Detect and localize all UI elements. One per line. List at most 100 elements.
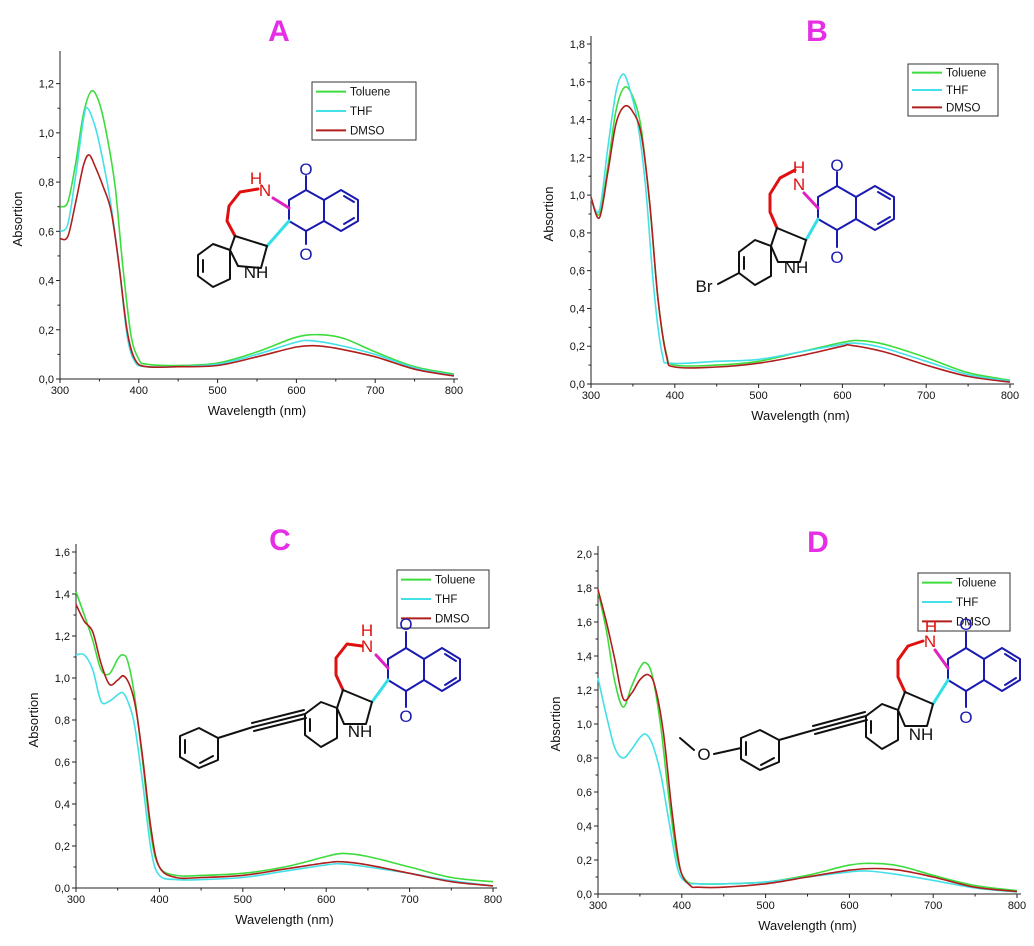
alkyne-bond bbox=[812, 711, 866, 727]
x-tick-label: 600 bbox=[833, 390, 851, 402]
bond bbox=[804, 217, 820, 242]
y-tick-label: 1,0 bbox=[570, 190, 585, 202]
ring-nitrogen: N bbox=[793, 175, 805, 194]
legend-label: Toluene bbox=[435, 575, 475, 587]
pyrrole-ring bbox=[336, 689, 373, 725]
ring-hydrogen: H bbox=[793, 158, 805, 177]
y-tick-label: 0,0 bbox=[39, 374, 54, 386]
y-tick-label: 1,8 bbox=[570, 39, 585, 51]
indole-benzene-ring bbox=[865, 703, 899, 750]
y-tick-label: 1,8 bbox=[577, 583, 592, 595]
x-tick-label: 600 bbox=[287, 385, 305, 397]
bond bbox=[877, 216, 891, 225]
bond bbox=[778, 729, 815, 741]
x-tick-label: 600 bbox=[317, 894, 335, 906]
x-tick-label: 500 bbox=[756, 900, 774, 912]
carbonyl-oxygen-bottom: O bbox=[959, 708, 972, 727]
carbonyl-oxygen-top: O bbox=[830, 156, 843, 175]
x-tick-label: 400 bbox=[673, 900, 691, 912]
y-tick-label: 0,4 bbox=[577, 821, 592, 833]
molecule-structure bbox=[179, 631, 461, 769]
bond bbox=[343, 195, 355, 203]
benzo-ring bbox=[983, 647, 1021, 692]
legend-label: DMSO bbox=[956, 616, 991, 628]
y-tick-label: 1,6 bbox=[577, 617, 592, 629]
bond bbox=[370, 678, 390, 704]
y-tick-label: 0,8 bbox=[55, 715, 70, 727]
y-tick-label: 1,4 bbox=[577, 651, 592, 663]
x-tick-label: 600 bbox=[840, 900, 858, 912]
benzo-ring bbox=[423, 647, 461, 692]
y-tick-label: 0,0 bbox=[570, 379, 585, 391]
bond bbox=[444, 677, 457, 686]
plot-area: 300 400 500 600 700 800 0,0 0,2 0,4 0,6 0,8 1,0 1,2 1… bbox=[26, 544, 502, 927]
indole-nh: NH bbox=[784, 258, 809, 277]
series-line-thf bbox=[75, 653, 494, 887]
carbonyl-oxygen-top: O bbox=[399, 615, 412, 634]
bond bbox=[1004, 653, 1017, 662]
series-line-toluene bbox=[59, 89, 455, 375]
bond bbox=[717, 272, 740, 285]
benzo-ring bbox=[855, 185, 895, 231]
y-axis-label: Absortion bbox=[548, 697, 563, 752]
carbonyl-oxygen-top: O bbox=[299, 160, 312, 179]
y-tick-label: 1,0 bbox=[39, 128, 54, 140]
y-tick-label: 0,4 bbox=[55, 799, 70, 811]
plot-area: 300 400 500 600 700 800 0,0 0,2 0,4 0,6 0,8 1,0 1,2 1… bbox=[548, 546, 1026, 933]
y-tick-label: 0,8 bbox=[570, 228, 585, 240]
alkyne-bond bbox=[251, 709, 305, 724]
indole-nh: NH bbox=[348, 722, 373, 741]
series-line-dmso bbox=[597, 589, 1018, 893]
legend-label: Toluene bbox=[350, 87, 390, 99]
panel-title: A bbox=[268, 15, 290, 48]
panel-title: D bbox=[807, 526, 829, 559]
x-tick-label: 500 bbox=[234, 894, 252, 906]
indole-benzene-ring bbox=[197, 243, 231, 288]
panel-d: D 300 400 500 600 700 800 0,0 0,2 0,4 0,6 0,8 1,0 1,… bbox=[548, 526, 1026, 933]
x-tick-label: 700 bbox=[917, 390, 935, 402]
bond bbox=[217, 726, 254, 739]
x-tick-label: 700 bbox=[400, 894, 418, 906]
y-tick-label: 0,0 bbox=[55, 883, 70, 895]
bromo-substituent: Br bbox=[696, 277, 713, 296]
x-tick-label: 800 bbox=[484, 894, 502, 906]
panel-c: C 300 400 500 600 700 800 0,0 0,2 0,4 0,6 0,8 1,0 1,… bbox=[26, 524, 502, 927]
methyl-bond bbox=[679, 737, 695, 751]
bond bbox=[760, 757, 775, 766]
indole-benzene-ring bbox=[304, 701, 338, 748]
series-line-dmso bbox=[59, 154, 455, 377]
y-tick-label: 1,0 bbox=[55, 673, 70, 685]
y-tick-label: 1,4 bbox=[570, 115, 585, 127]
panel-title: B bbox=[806, 15, 828, 48]
series-line-toluene bbox=[597, 591, 1018, 892]
y-tick-label: 1,2 bbox=[55, 631, 70, 643]
ring-nitrogen: N bbox=[361, 637, 373, 656]
y-tick-label: 0,2 bbox=[55, 841, 70, 853]
x-tick-label: 300 bbox=[582, 390, 600, 402]
ring-hydrogen: H bbox=[250, 169, 262, 188]
alkyne-bond bbox=[252, 713, 306, 728]
bond bbox=[877, 191, 891, 200]
y-tick-label: 1,6 bbox=[570, 77, 585, 89]
series-line-toluene bbox=[590, 86, 1011, 381]
bond bbox=[444, 653, 457, 662]
panel-title: C bbox=[269, 524, 291, 557]
bond bbox=[343, 217, 355, 225]
x-tick-label: 500 bbox=[749, 390, 767, 402]
quinone-ring bbox=[288, 189, 325, 232]
bond bbox=[931, 678, 950, 706]
y-tick-label: 0,4 bbox=[39, 276, 54, 288]
bond bbox=[713, 747, 742, 755]
x-tick-label: 700 bbox=[366, 385, 384, 397]
series-line-thf bbox=[590, 73, 1011, 382]
legend-label: THF bbox=[350, 106, 372, 118]
y-tick-label: 1,0 bbox=[577, 719, 592, 731]
y-tick-label: 1,6 bbox=[55, 547, 70, 559]
y-axis-label: Absortion bbox=[26, 693, 41, 748]
y-tick-label: 1,2 bbox=[577, 685, 592, 697]
x-tick-label: 400 bbox=[130, 385, 148, 397]
y-tick-label: 0,6 bbox=[55, 757, 70, 769]
series-line-thf bbox=[597, 677, 1018, 893]
x-axis-label: Wavelength (nm) bbox=[235, 912, 334, 927]
azepine-ring bbox=[768, 168, 797, 230]
